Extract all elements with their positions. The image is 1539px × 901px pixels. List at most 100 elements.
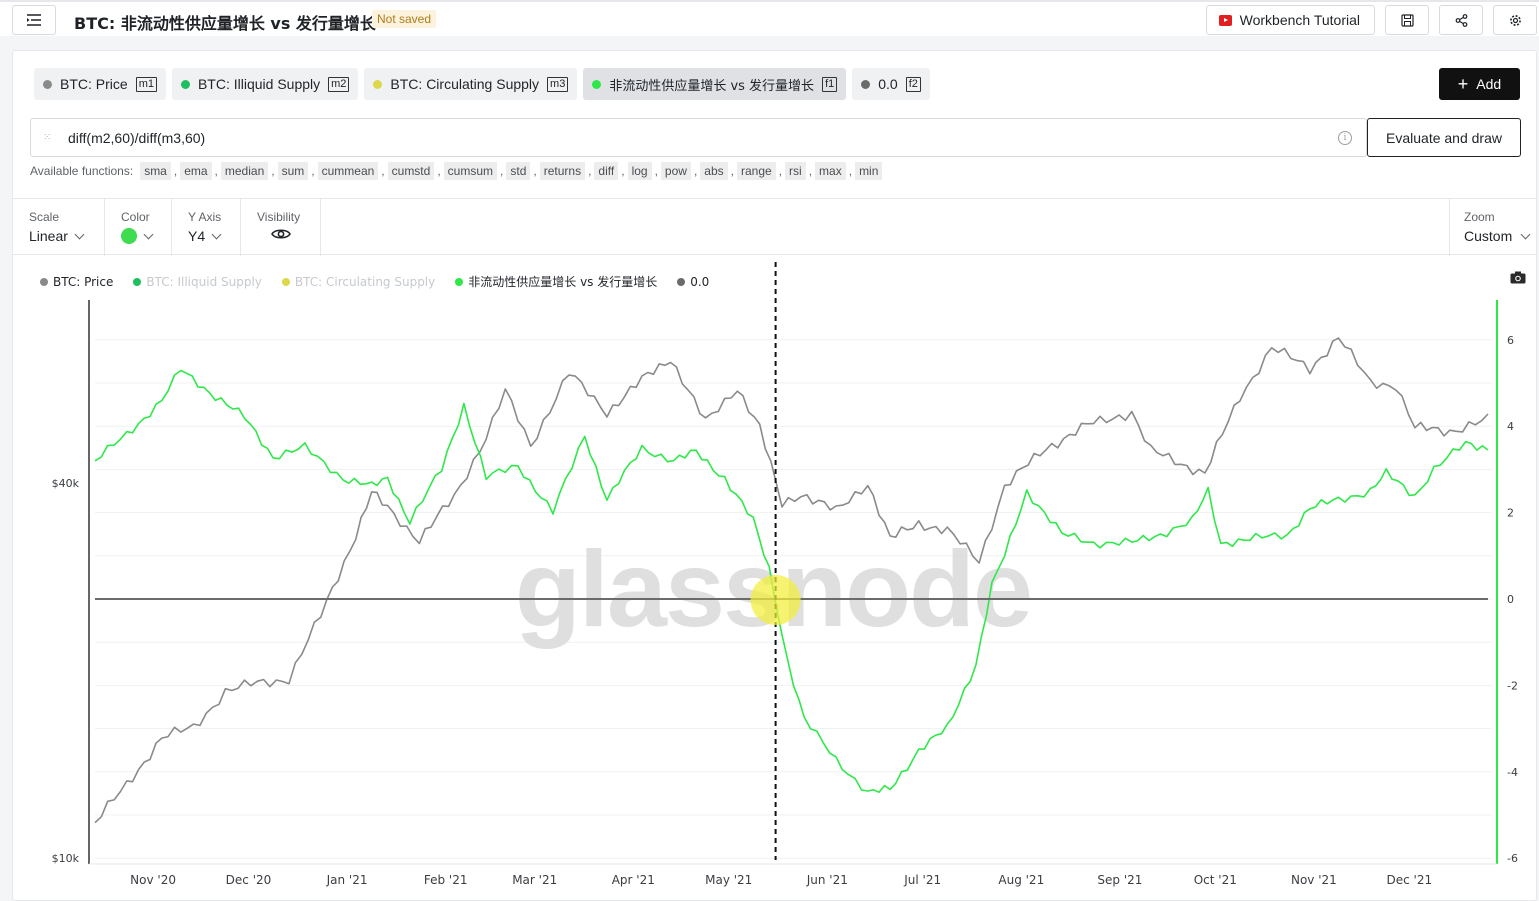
y-right-tick-label: 2 bbox=[1507, 507, 1514, 520]
function-chip-range[interactable]: range bbox=[736, 162, 776, 180]
function-chip-rsi[interactable]: rsi bbox=[785, 162, 806, 180]
y-axis-label: Y Axis bbox=[188, 210, 222, 224]
metric-tab-label: 非流动性供应量增长 vs 发行量增长 bbox=[609, 78, 815, 94]
x-tick-label: Dec '21 bbox=[1387, 873, 1433, 887]
function-separator: , bbox=[381, 164, 385, 178]
metric-tab-m2[interactable]: BTC: Illiquid Supply m2 bbox=[171, 68, 359, 100]
function-chip-sum[interactable]: sum bbox=[277, 162, 309, 180]
function-separator: , bbox=[311, 164, 315, 178]
save-status-badge: Not saved bbox=[372, 10, 437, 28]
color-setting[interactable]: Color bbox=[105, 199, 172, 256]
function-chip-log[interactable]: log bbox=[627, 162, 652, 180]
y-right-tick-label: -2 bbox=[1507, 679, 1518, 692]
metric-tab-badge: f1 bbox=[822, 76, 838, 92]
add-metric-button[interactable]: + Add bbox=[1439, 68, 1520, 100]
workbench-tutorial-button[interactable]: Workbench Tutorial bbox=[1205, 5, 1375, 35]
x-tick-label: Apr '21 bbox=[612, 873, 655, 887]
camera-icon[interactable] bbox=[1510, 271, 1526, 284]
y-axis-setting[interactable]: Y Axis Y4 bbox=[172, 199, 241, 256]
function-separator: , bbox=[808, 164, 813, 178]
legend-label: 非流动性供应量增长 vs 发行量增长 bbox=[468, 275, 658, 289]
function-chip-diff[interactable]: diff bbox=[594, 162, 619, 180]
x-tick-label: Feb '21 bbox=[424, 873, 468, 887]
scale-setting[interactable]: Scale Linear bbox=[13, 199, 105, 256]
legend-item-circulating[interactable]: BTC: Circulating Supply bbox=[281, 273, 436, 290]
share-icon bbox=[1455, 13, 1467, 27]
function-chip-abs[interactable]: abs bbox=[700, 162, 728, 180]
function-chip-cummean[interactable]: cummean bbox=[317, 162, 379, 180]
metric-color-dot bbox=[373, 79, 383, 89]
color-label: Color bbox=[121, 210, 150, 224]
x-tick-label: Jul '21 bbox=[903, 873, 941, 887]
metric-tab-label: 0.0 bbox=[878, 76, 898, 92]
function-chip-median[interactable]: median bbox=[220, 162, 269, 180]
x-tick-label: Dec '20 bbox=[226, 873, 272, 887]
scale-value: Linear bbox=[29, 228, 68, 244]
legend-item-illiquid[interactable]: BTC: Illiquid Supply bbox=[133, 273, 262, 290]
function-chip-std[interactable]: std bbox=[506, 162, 531, 180]
metric-tab-badge: m2 bbox=[328, 76, 350, 92]
legend-item-ratio[interactable]: 非流动性供应量增长 vs 发行量增长 bbox=[455, 273, 657, 290]
metric-tab-f1[interactable]: 非流动性供应量增长 vs 发行量增长 f1 bbox=[583, 68, 847, 100]
gear-icon bbox=[1509, 14, 1521, 26]
share-button[interactable] bbox=[1439, 5, 1483, 35]
function-chip-returns[interactable]: returns bbox=[539, 162, 586, 180]
page-title: BTC: 非流动性供应量增长 vs 发行量增长 bbox=[74, 14, 376, 33]
legend-label: 0.0 bbox=[690, 274, 710, 289]
function-separator: , bbox=[271, 164, 275, 178]
metric-tab-label: BTC: Illiquid Supply bbox=[197, 76, 321, 92]
save-icon bbox=[1400, 13, 1414, 27]
top-bar: BTC: 非流动性供应量增长 vs 发行量增长 Not saved Workbe… bbox=[0, 0, 1539, 36]
y-right-tick-label: 4 bbox=[1507, 420, 1514, 433]
legend-label: BTC: Circulating Supply bbox=[294, 274, 436, 289]
zoom-label: Zoom bbox=[1464, 210, 1495, 224]
metric-tab-m1[interactable]: BTC: Price m1 bbox=[34, 68, 166, 100]
x-tick-label: Jun '21 bbox=[806, 873, 848, 887]
save-button[interactable] bbox=[1385, 5, 1429, 35]
function-separator: , bbox=[621, 164, 625, 178]
color-swatch bbox=[121, 228, 137, 244]
function-chip-ema[interactable]: ema bbox=[180, 162, 212, 180]
legend-dot bbox=[40, 277, 48, 286]
scale-label: Scale bbox=[29, 210, 60, 224]
x-tick-label: Sep '21 bbox=[1097, 873, 1142, 887]
y-axis-value: Y4 bbox=[188, 228, 206, 244]
metric-tab-f2[interactable]: 0.0 f2 bbox=[852, 68, 930, 100]
available-functions: Available functions: sma, ema, median, sum,… bbox=[30, 162, 884, 180]
evaluate-and-draw-button[interactable]: Evaluate and draw bbox=[1367, 118, 1521, 157]
settings-button[interactable] bbox=[1493, 5, 1537, 35]
x-tick-label: Nov '21 bbox=[1291, 873, 1337, 887]
info-icon[interactable]: i bbox=[1338, 131, 1352, 145]
function-separator: , bbox=[588, 164, 592, 178]
legend-label: BTC: Illiquid Supply bbox=[146, 274, 262, 289]
legend-item-price[interactable]: BTC: Price bbox=[40, 273, 113, 290]
metric-color-dot bbox=[592, 79, 602, 89]
legend-item-zero[interactable]: 0.0 bbox=[677, 273, 709, 290]
function-separator: , bbox=[214, 164, 218, 178]
metric-tab-badge: m1 bbox=[135, 76, 157, 92]
function-chip-pow[interactable]: pow bbox=[660, 162, 691, 180]
series-settings: Scale Linear Color Y Axis Y4 Visibility … bbox=[13, 198, 1536, 256]
metric-tab-m3[interactable]: BTC: Circulating Supply m3 bbox=[364, 68, 578, 100]
y-right-tick-label: -4 bbox=[1507, 766, 1518, 779]
visibility-setting[interactable]: Visibility bbox=[241, 199, 321, 256]
function-chip-sma[interactable]: sma bbox=[140, 162, 171, 180]
add-label: Add bbox=[1476, 76, 1502, 92]
y-right-tick-label: -6 bbox=[1507, 852, 1518, 865]
function-chip-min[interactable]: min bbox=[855, 162, 883, 180]
function-chip-cumstd[interactable]: cumstd bbox=[387, 162, 435, 180]
function-chip-max[interactable]: max bbox=[815, 162, 846, 180]
legend-label: BTC: Price bbox=[53, 274, 114, 289]
zoom-setting[interactable]: Zoom Custom bbox=[1449, 199, 1536, 256]
legend-dot bbox=[455, 277, 464, 286]
x-tick-label: Nov '20 bbox=[130, 873, 176, 887]
x-tick-label: Jan '21 bbox=[326, 873, 368, 887]
x-tick-label: Oct '21 bbox=[1194, 873, 1237, 887]
function-separator: , bbox=[778, 164, 783, 178]
formula-input[interactable]: ⁙ diff(m2,60)/diff(m3,60) i bbox=[30, 118, 1367, 157]
visibility-label: Visibility bbox=[257, 210, 301, 224]
function-chip-cumsum[interactable]: cumsum bbox=[443, 162, 498, 180]
legend-dot bbox=[133, 277, 142, 286]
menu-button[interactable] bbox=[12, 5, 56, 35]
